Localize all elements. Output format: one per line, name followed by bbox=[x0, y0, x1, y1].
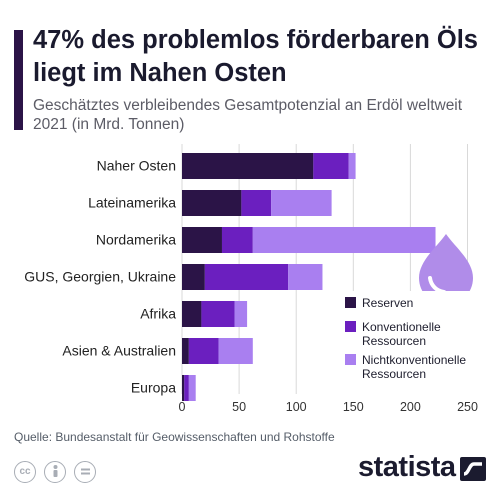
bar-segment bbox=[188, 375, 196, 401]
bar-segment bbox=[201, 301, 235, 327]
bar-segment bbox=[188, 338, 219, 364]
category-label: Europa bbox=[131, 380, 176, 396]
legend-swatch bbox=[345, 321, 356, 332]
title-accent-bar bbox=[14, 30, 23, 130]
legend-label: Ressourcen bbox=[362, 367, 426, 381]
legend-label: Konventionelle bbox=[362, 320, 441, 334]
bar-segment bbox=[182, 301, 202, 327]
legend-swatch bbox=[345, 297, 356, 308]
category-label: Lateinamerika bbox=[88, 195, 176, 211]
legend-label: Reserven bbox=[362, 296, 413, 310]
bar-segment bbox=[182, 190, 242, 216]
x-tick-label: 250 bbox=[457, 400, 478, 414]
chart-subtitle: Geschätztes verbleibendes Gesamtpotenzia… bbox=[33, 97, 463, 133]
bar-segment bbox=[182, 264, 205, 290]
category-label: Naher Osten bbox=[97, 158, 176, 174]
bar-segment bbox=[184, 375, 189, 401]
bar-segment bbox=[182, 338, 189, 364]
bar-segment bbox=[182, 153, 314, 179]
source-note: Quelle: Bundesanstalt für Geowissenschaf… bbox=[14, 430, 335, 444]
cc-icon: cc bbox=[14, 461, 36, 483]
category-label: Afrika bbox=[140, 306, 176, 322]
x-tick-label: 50 bbox=[232, 400, 246, 414]
x-tick-label: 200 bbox=[400, 400, 421, 414]
bar-segment bbox=[218, 338, 253, 364]
bar-segment bbox=[204, 264, 289, 290]
statista-logo-icon bbox=[460, 457, 486, 481]
x-tick-label: 100 bbox=[286, 400, 307, 414]
category-label: Asien & Australien bbox=[62, 343, 176, 359]
chart-title: 47% des problemlos förderbaren Öls liegt… bbox=[33, 26, 478, 87]
bar-chart: 0 50 100 150 200 250 Naher Osten Lateinamerika N… bbox=[24, 144, 493, 414]
bar-segment bbox=[288, 264, 323, 290]
bar-segment bbox=[313, 153, 349, 179]
bar-segment bbox=[221, 227, 253, 253]
bar-segment bbox=[182, 227, 222, 253]
bar-segment bbox=[348, 153, 356, 179]
bar-segment bbox=[182, 375, 185, 401]
bar-segment bbox=[271, 190, 332, 216]
x-tick-label: 0 bbox=[179, 400, 186, 414]
noderivs-icon bbox=[74, 461, 96, 483]
legend-swatch bbox=[345, 354, 356, 365]
statista-logo: statista bbox=[358, 451, 456, 483]
x-tick-label: 150 bbox=[343, 400, 364, 414]
bar-segment bbox=[241, 190, 272, 216]
attribution-icon bbox=[44, 461, 66, 483]
legend-label: Nichtkonventionelle bbox=[362, 353, 466, 367]
category-label: Nordamerika bbox=[96, 232, 176, 248]
bar-segment bbox=[234, 301, 248, 327]
legend-box bbox=[333, 291, 493, 397]
legend-label: Ressourcen bbox=[362, 334, 426, 348]
bar-segment bbox=[252, 227, 436, 253]
category-label: GUS, Georgien, Ukraine bbox=[24, 269, 176, 285]
